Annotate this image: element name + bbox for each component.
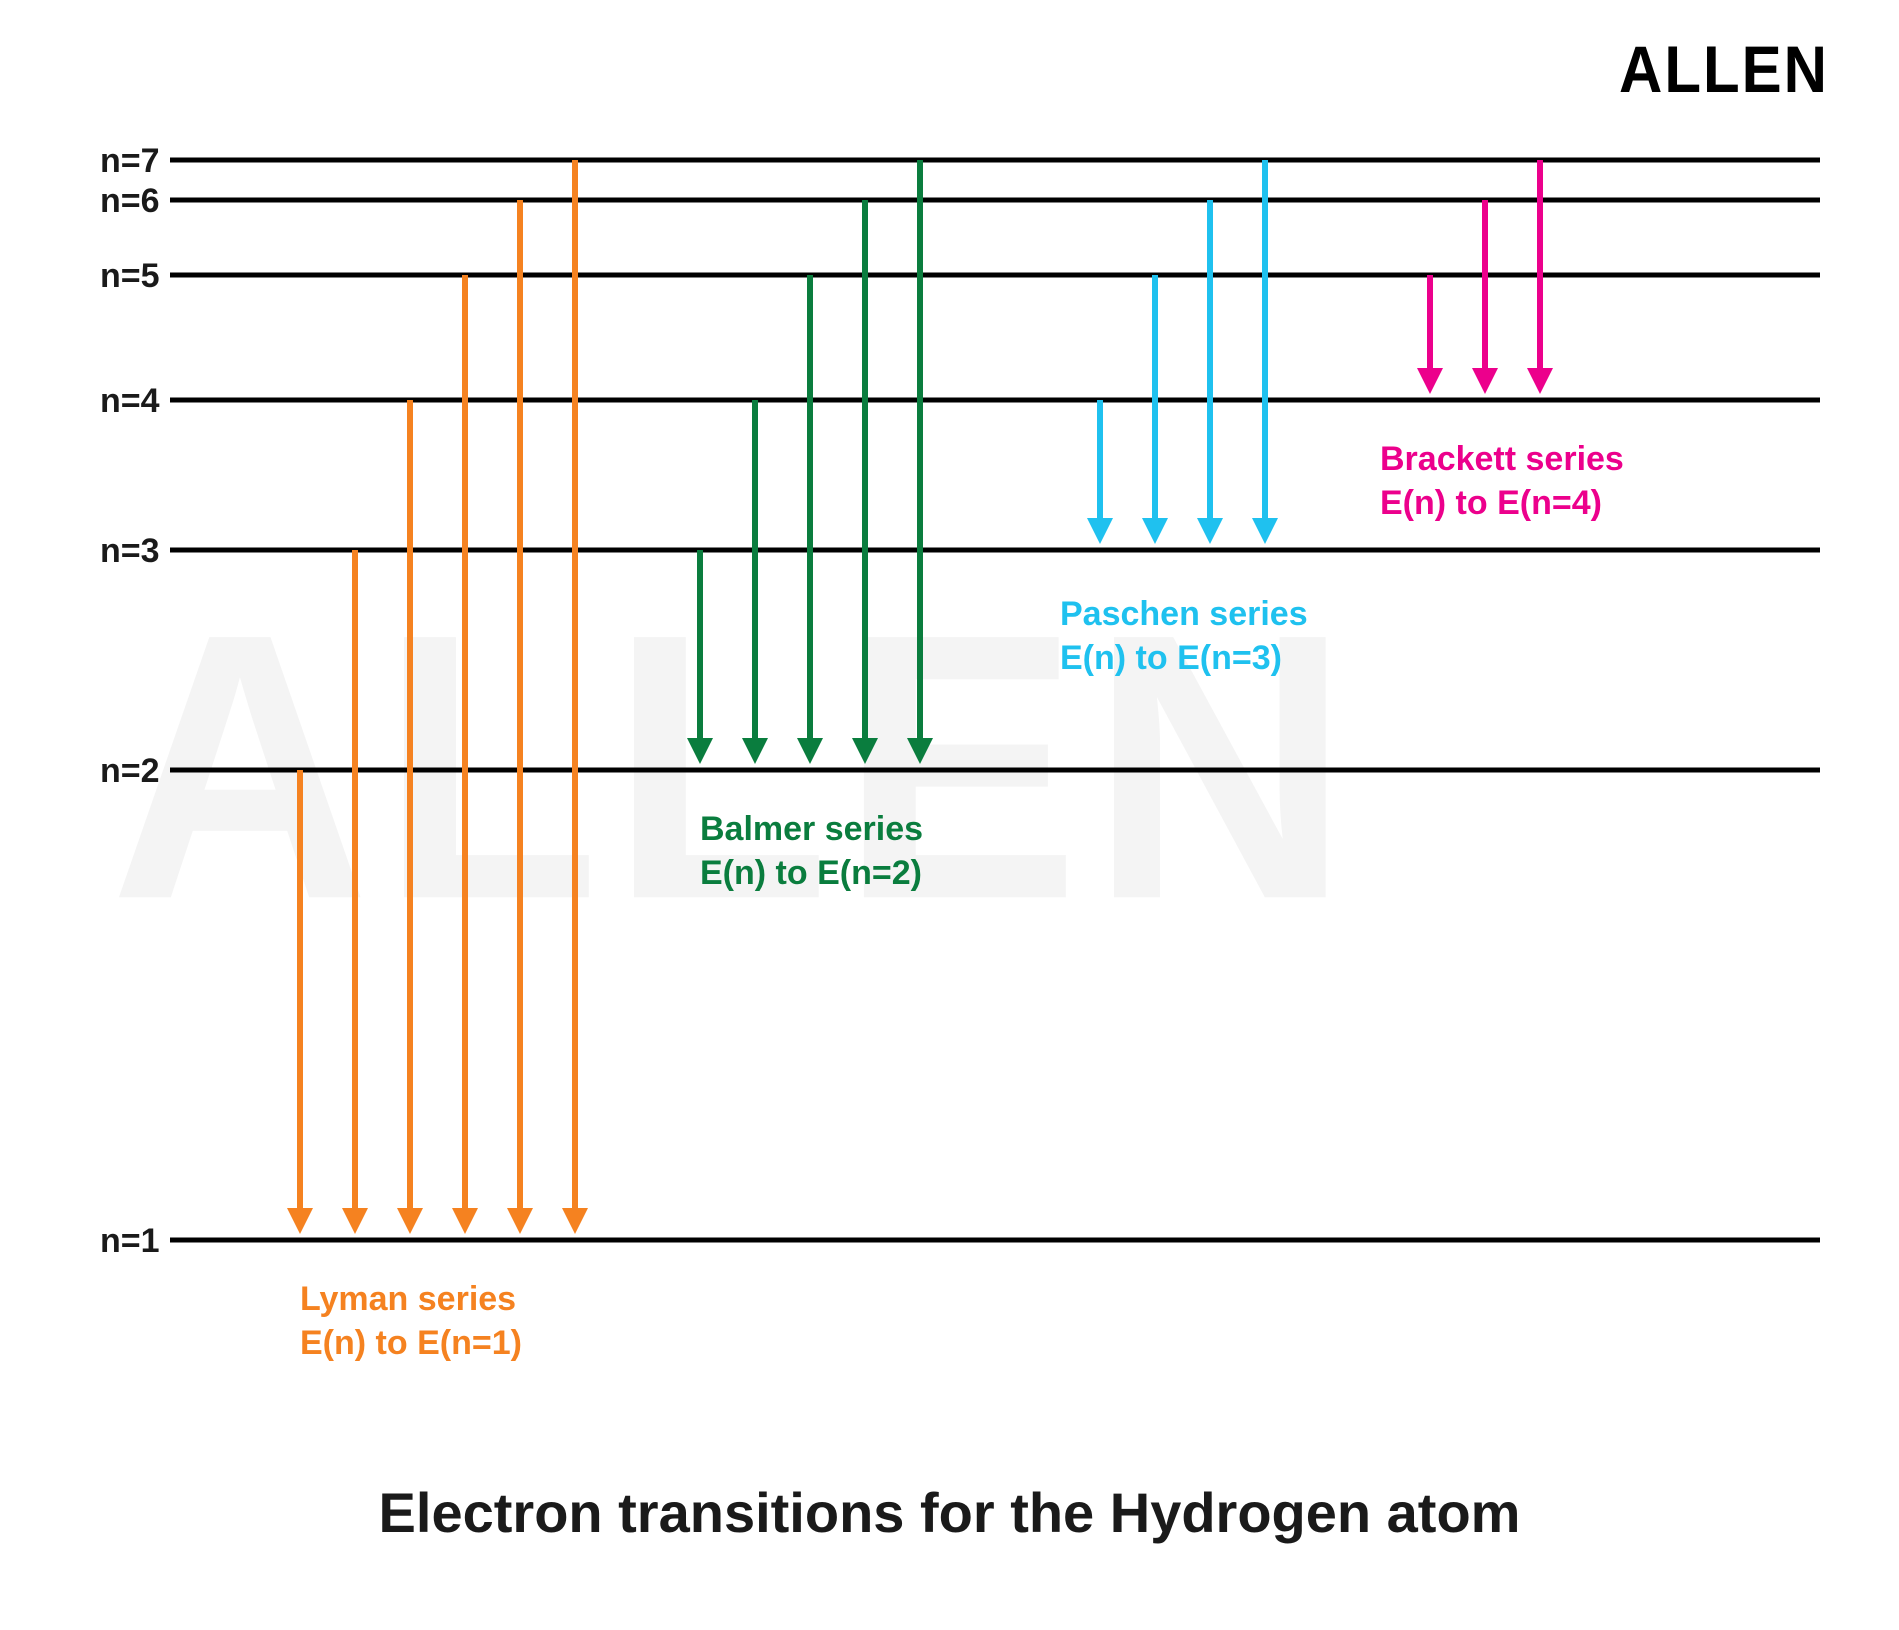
arrowhead-icon <box>852 738 878 764</box>
arrowhead-icon <box>797 738 823 764</box>
arrowhead-icon <box>1472 368 1498 394</box>
level-label-n5: n=5 <box>100 257 160 295</box>
series-sublabel-lyman: E(n) to E(n=1) <box>300 1324 522 1362</box>
series-label-lyman: Lyman series <box>300 1280 516 1318</box>
series-sublabel-paschen: E(n) to E(n=3) <box>1060 639 1282 677</box>
arrowhead-icon <box>687 738 713 764</box>
level-label-n3: n=3 <box>100 532 160 570</box>
series-sublabel-brackett: E(n) to E(n=4) <box>1380 484 1602 522</box>
level-label-n7: n=7 <box>100 142 160 180</box>
arrowhead-icon <box>287 1208 313 1234</box>
arrowhead-icon <box>562 1208 588 1234</box>
arrowhead-icon <box>1417 368 1443 394</box>
level-label-n4: n=4 <box>100 382 160 420</box>
arrowhead-icon <box>397 1208 423 1234</box>
arrowhead-icon <box>1142 518 1168 544</box>
arrowhead-icon <box>1527 368 1553 394</box>
level-label-n1: n=1 <box>100 1222 160 1260</box>
arrowhead-icon <box>742 738 768 764</box>
arrowhead-icon <box>452 1208 478 1234</box>
series-label-paschen: Paschen series <box>1060 595 1308 633</box>
arrowhead-icon <box>1087 518 1113 544</box>
arrowhead-icon <box>507 1208 533 1234</box>
energy-level-diagram: n=7n=6 n=5 n=4 n=3 n=2 n=1 Lyman series E(n) to… <box>0 0 1899 1630</box>
diagram-caption: Electron transitions for the Hydrogen at… <box>0 1480 1899 1545</box>
level-label-n6: n=6 <box>100 182 160 220</box>
arrowhead-icon <box>1252 518 1278 544</box>
level-label-n2: n=2 <box>100 752 160 790</box>
arrowhead-icon <box>342 1208 368 1234</box>
arrowhead-icon <box>1197 518 1223 544</box>
series-label-brackett: Brackett series <box>1380 440 1624 478</box>
arrowhead-icon <box>907 738 933 764</box>
series-sublabel-balmer: E(n) to E(n=2) <box>700 854 922 892</box>
series-label-balmer: Balmer series <box>700 810 923 848</box>
